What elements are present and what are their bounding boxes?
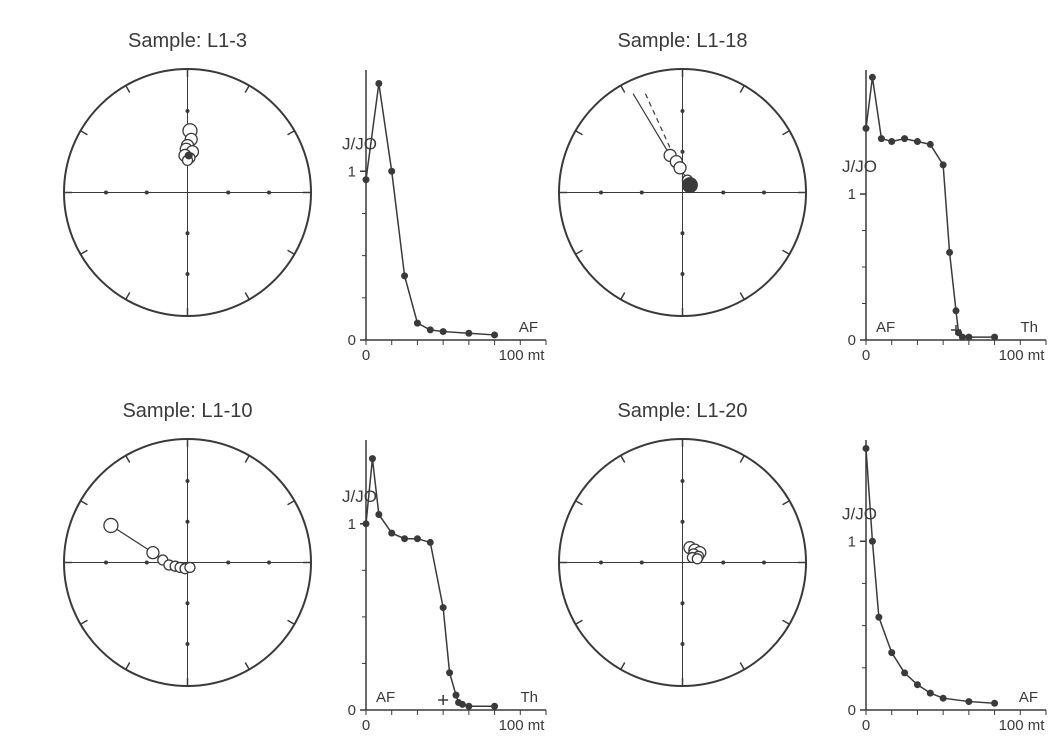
stereonet-L1-10	[60, 430, 315, 695]
decay-plot-L1-20: 010100 mtJ/JOAF	[830, 430, 1054, 740]
svg-text:Th: Th	[1020, 319, 1038, 336]
decay-plot-L1-18: 0 1 0 100 mt J/JO AF Th	[830, 60, 1054, 370]
svg-text:100 mt: 100 mt	[499, 717, 546, 734]
decay-plot-L1-3: 010100 mtJ/JOAF	[330, 60, 560, 370]
svg-text:100 mt: 100 mt	[999, 717, 1046, 734]
svg-text:1: 1	[848, 533, 856, 550]
stereonet-L1-18	[555, 60, 810, 325]
svg-text:AF: AF	[1019, 689, 1038, 706]
svg-text:0: 0	[348, 702, 356, 719]
svg-text:1: 1	[348, 163, 356, 180]
svg-text:0: 0	[348, 332, 356, 349]
svg-text:0: 0	[848, 702, 856, 719]
svg-text:J/JO: J/JO	[842, 157, 877, 176]
stereonet-L1-3	[60, 60, 315, 325]
svg-text:AF: AF	[376, 689, 395, 706]
svg-text:0: 0	[362, 717, 370, 734]
svg-text:1: 1	[848, 186, 856, 203]
panel-title: Sample: L1-3	[60, 30, 315, 53]
svg-text:0: 0	[848, 332, 856, 349]
stereonet-L1-20	[555, 430, 810, 695]
svg-text:J/JO: J/JO	[342, 487, 377, 506]
panel-title: Sample: L1-20	[555, 400, 810, 423]
svg-text:100 mt: 100 mt	[499, 347, 546, 364]
svg-text:0: 0	[862, 717, 870, 734]
svg-text:100 mt: 100 mt	[999, 347, 1046, 364]
panel-title: Sample: L1-10	[60, 400, 315, 423]
svg-text:0: 0	[862, 347, 870, 364]
svg-text:AF: AF	[876, 319, 895, 336]
decay-plot-L1-10: 0 1 0 100 mt J/JO AF Th	[330, 430, 560, 740]
svg-text:0: 0	[362, 347, 370, 364]
svg-text:Th: Th	[520, 689, 538, 706]
svg-text:AF: AF	[519, 319, 538, 336]
panel-title: Sample: L1-18	[555, 30, 810, 53]
svg-text:1: 1	[348, 516, 356, 533]
